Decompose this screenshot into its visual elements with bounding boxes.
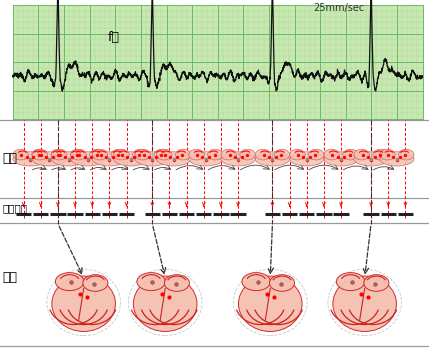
Ellipse shape <box>354 152 388 166</box>
Ellipse shape <box>90 149 105 160</box>
Ellipse shape <box>380 152 414 166</box>
Ellipse shape <box>51 149 67 160</box>
Ellipse shape <box>290 149 305 160</box>
Ellipse shape <box>52 276 115 332</box>
Ellipse shape <box>114 152 148 166</box>
Ellipse shape <box>333 276 396 332</box>
Ellipse shape <box>354 149 369 160</box>
Ellipse shape <box>51 149 66 160</box>
Text: 心室: 心室 <box>2 271 17 284</box>
Ellipse shape <box>71 152 105 166</box>
Ellipse shape <box>70 149 86 160</box>
Ellipse shape <box>135 149 151 160</box>
Ellipse shape <box>13 152 47 166</box>
Ellipse shape <box>221 149 236 160</box>
Ellipse shape <box>373 149 388 160</box>
Ellipse shape <box>137 273 165 291</box>
Ellipse shape <box>255 149 271 160</box>
Ellipse shape <box>13 149 28 160</box>
Ellipse shape <box>51 152 86 166</box>
Ellipse shape <box>208 149 223 160</box>
Ellipse shape <box>164 275 190 291</box>
Ellipse shape <box>239 276 302 332</box>
Ellipse shape <box>114 149 129 160</box>
Ellipse shape <box>154 149 169 160</box>
Ellipse shape <box>269 275 295 291</box>
Ellipse shape <box>336 273 365 291</box>
Ellipse shape <box>135 152 169 166</box>
Ellipse shape <box>364 275 389 291</box>
Ellipse shape <box>157 149 172 160</box>
Text: 25mm/sec: 25mm/sec <box>313 2 364 13</box>
Ellipse shape <box>32 149 48 160</box>
Ellipse shape <box>324 149 339 160</box>
Ellipse shape <box>83 275 108 291</box>
Ellipse shape <box>255 152 290 166</box>
Ellipse shape <box>324 152 358 166</box>
Ellipse shape <box>308 149 324 160</box>
Ellipse shape <box>189 149 204 160</box>
Text: f波: f波 <box>107 31 119 44</box>
Ellipse shape <box>55 273 84 291</box>
Ellipse shape <box>380 149 395 160</box>
Text: 房室結節: 房室結節 <box>2 203 27 214</box>
Ellipse shape <box>189 152 223 166</box>
Ellipse shape <box>242 273 270 291</box>
Bar <box>13 5 423 119</box>
Ellipse shape <box>274 149 290 160</box>
Ellipse shape <box>32 152 66 166</box>
Ellipse shape <box>111 149 127 160</box>
Ellipse shape <box>343 149 358 160</box>
Ellipse shape <box>32 149 47 160</box>
Ellipse shape <box>92 152 127 166</box>
Ellipse shape <box>221 152 255 166</box>
Ellipse shape <box>133 149 148 160</box>
Ellipse shape <box>240 149 255 160</box>
Ellipse shape <box>175 149 191 160</box>
Ellipse shape <box>290 152 324 166</box>
Ellipse shape <box>133 276 197 332</box>
Ellipse shape <box>92 149 108 160</box>
Text: 心房: 心房 <box>2 152 17 165</box>
Ellipse shape <box>71 149 86 160</box>
Ellipse shape <box>399 149 414 160</box>
Ellipse shape <box>157 152 191 166</box>
